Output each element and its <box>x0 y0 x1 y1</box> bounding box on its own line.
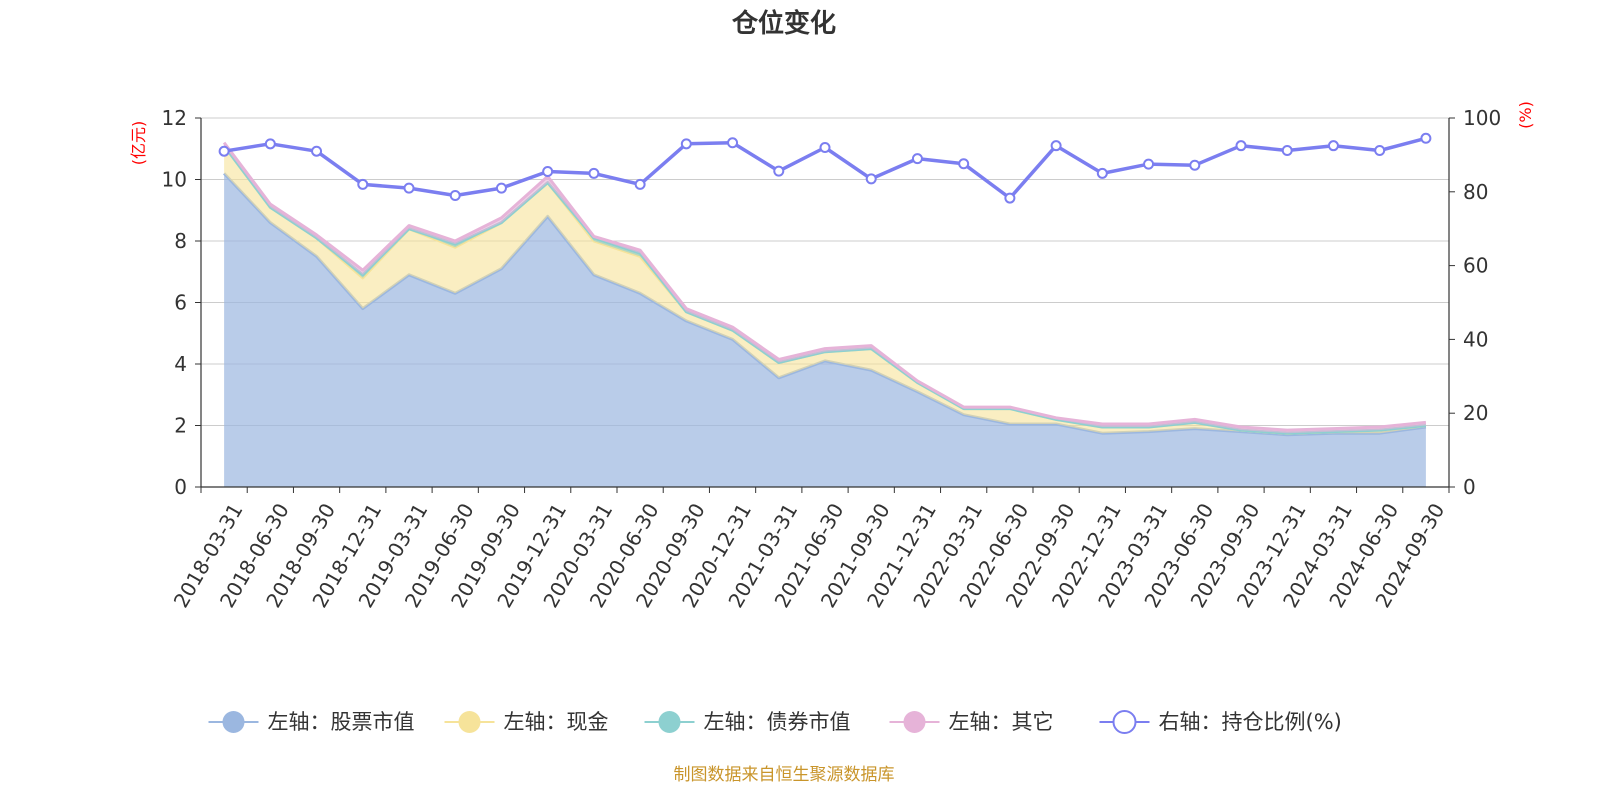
legend-marker-icon <box>1112 710 1137 734</box>
axes: 0 2 4 6 8 10 12 0 20 40 60 80 100 <box>162 106 1502 499</box>
x-axis-labels: 2018-03-312018-06-302018-09-302018-12-31… <box>169 499 1450 612</box>
legend[interactable]: 左轴：股票市值 左轴：现金 左轴：债券市值 左轴：其它 右轴：持仓比例(%) <box>208 710 1342 734</box>
right-tick-label: 60 <box>1463 254 1488 278</box>
stacked-areas <box>222 141 1427 487</box>
legend-item-4[interactable]: 左轴：其它 <box>889 710 1054 734</box>
chart-title: 仓位变化 <box>731 8 836 39</box>
left-tick-label: 6 <box>174 291 187 315</box>
ratio-point[interactable] <box>1235 140 1247 152</box>
right-tick-label: 20 <box>1463 401 1488 425</box>
legend-label: 左轴：现金 <box>504 710 609 734</box>
area-1 <box>224 173 1426 487</box>
legend-item-1[interactable]: 左轴：股票市值 <box>208 710 415 734</box>
ratio-point[interactable] <box>1281 144 1293 156</box>
ratio-point[interactable] <box>865 173 877 185</box>
ratio-point[interactable] <box>819 142 831 154</box>
ratio-point[interactable] <box>1143 158 1155 170</box>
right-tick-label: 80 <box>1463 180 1488 204</box>
ratio-point[interactable] <box>403 182 415 194</box>
left-tick-label: 10 <box>162 168 187 192</box>
ratio-point[interactable] <box>1374 144 1386 156</box>
ratio-point[interactable] <box>1420 132 1432 144</box>
legend-label: 左轴：债券市值 <box>704 710 851 734</box>
data-source-note: 制图数据来自恒生聚源数据库 <box>674 765 895 785</box>
ratio-point[interactable] <box>1004 192 1016 204</box>
left-tick-label: 8 <box>174 229 187 253</box>
ratio-point[interactable] <box>911 153 923 165</box>
legend-marker-icon <box>458 711 481 733</box>
legend-item-2[interactable]: 左轴：现金 <box>444 710 609 734</box>
ratio-point[interactable] <box>495 182 507 194</box>
legend-marker-icon <box>903 711 926 733</box>
ratio-point[interactable] <box>773 165 785 177</box>
legend-item-3[interactable]: 左轴：债券市值 <box>644 710 851 734</box>
ratio-point[interactable] <box>311 145 323 157</box>
area-edge-4 <box>222 141 1427 432</box>
legend-item-5[interactable]: 右轴：持仓比例(%) <box>1099 710 1342 734</box>
ratio-point[interactable] <box>542 166 554 178</box>
ratio-point[interactable] <box>588 167 600 179</box>
ratio-point[interactable] <box>1050 140 1062 152</box>
legend-label: 左轴：其它 <box>949 710 1054 734</box>
left-axis-unit-label: (亿元) <box>129 121 148 166</box>
ratio-point[interactable] <box>1189 159 1201 171</box>
left-tick-label: 12 <box>162 106 187 130</box>
legend-marker-icon <box>222 711 245 733</box>
ratio-point[interactable] <box>1327 140 1339 152</box>
ratio-point[interactable] <box>449 189 461 201</box>
ratio-point[interactable] <box>218 145 230 157</box>
right-axis-unit-label: (%) <box>1516 101 1535 129</box>
position-ratio-line <box>218 132 1432 204</box>
right-tick-label: 100 <box>1463 106 1501 130</box>
area-2 <box>224 145 1426 435</box>
legend-label: 左轴：股票市值 <box>268 710 415 734</box>
ratio-point[interactable] <box>958 158 970 170</box>
ratio-point[interactable] <box>727 137 739 149</box>
legend-label: 右轴：持仓比例(%) <box>1159 710 1342 734</box>
right-tick-label: 40 <box>1463 327 1488 351</box>
ratio-point[interactable] <box>1096 167 1108 179</box>
left-tick-label: 2 <box>174 414 187 438</box>
ratio-point[interactable] <box>634 178 646 190</box>
left-tick-label: 0 <box>174 475 187 499</box>
ratio-point[interactable] <box>264 138 276 150</box>
ratio-point[interactable] <box>357 178 369 190</box>
right-tick-label: 0 <box>1463 475 1476 499</box>
left-tick-label: 4 <box>174 352 187 376</box>
ratio-point[interactable] <box>680 138 692 150</box>
legend-marker-icon <box>658 711 681 733</box>
